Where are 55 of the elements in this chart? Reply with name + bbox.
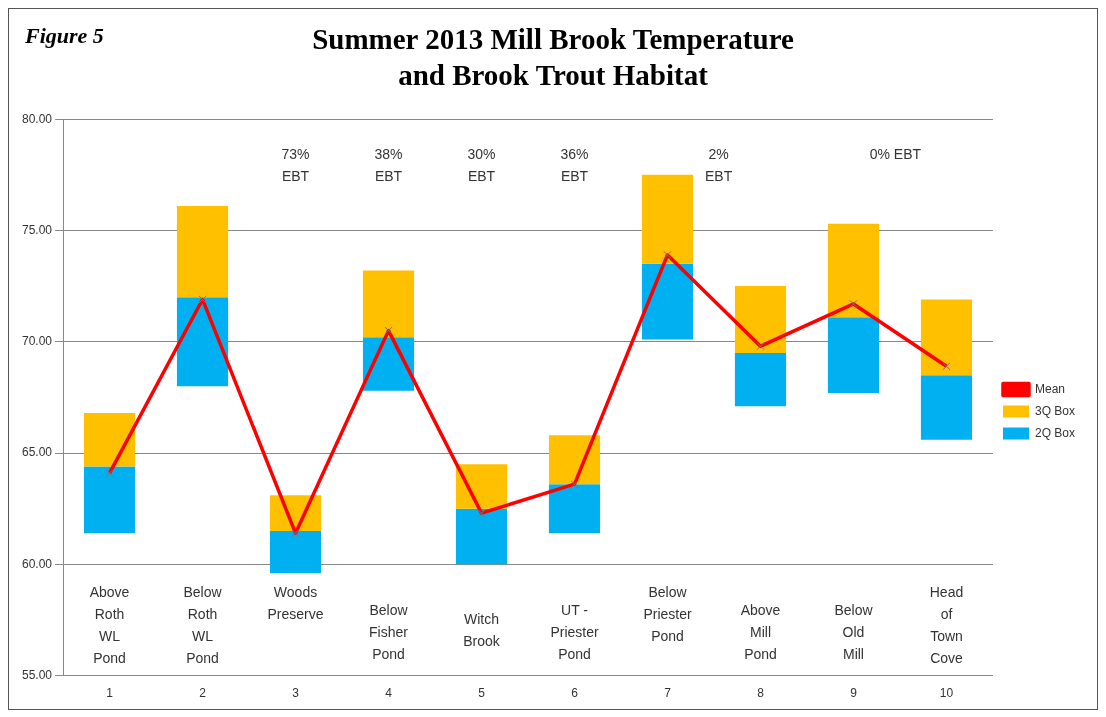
y-tick-label: 80.00 bbox=[22, 111, 53, 126]
x-tick-label: 10 bbox=[939, 686, 954, 701]
bar bbox=[920, 299, 973, 376]
bar bbox=[548, 484, 601, 534]
x-tick-label: 7 bbox=[664, 686, 672, 701]
x-tick-label: 1 bbox=[106, 686, 114, 701]
legend-label: 2Q Box bbox=[1034, 425, 1076, 440]
x-tick-label: 9 bbox=[850, 686, 858, 701]
annotation: Below Priester Pond bbox=[643, 584, 692, 645]
annotation: Above Roth WL Pond bbox=[89, 584, 130, 667]
annotation: Above Mill Pond bbox=[740, 602, 781, 663]
annotation: Below Fisher Pond bbox=[369, 602, 409, 663]
y-tick-label: 75.00 bbox=[22, 222, 53, 237]
caption: Figure 5 bbox=[25, 23, 104, 49]
annotation: Below Old Mill bbox=[834, 602, 874, 663]
bar bbox=[827, 317, 880, 393]
bar bbox=[920, 375, 973, 440]
bar bbox=[176, 206, 229, 298]
bar bbox=[269, 530, 322, 574]
annotation: 0% EBT bbox=[869, 145, 922, 162]
annotation: 73% EBT bbox=[281, 145, 310, 184]
x-tick-label: 5 bbox=[478, 686, 486, 701]
x-tick-label: 2 bbox=[199, 686, 207, 701]
legend-label: Mean bbox=[1034, 381, 1066, 396]
bar bbox=[734, 286, 787, 353]
annotation: UT - Priester Pond bbox=[550, 602, 599, 663]
bar bbox=[455, 508, 508, 565]
x-tick-label: 6 bbox=[571, 686, 579, 701]
annotation: 38% EBT bbox=[374, 145, 403, 184]
y-tick-label: 60.00 bbox=[22, 556, 53, 571]
y-tick-label: 70.00 bbox=[22, 334, 53, 349]
annotation: Woods Preserve bbox=[267, 584, 324, 623]
bar bbox=[83, 412, 136, 467]
bar bbox=[827, 223, 880, 318]
x-tick-label: 3 bbox=[292, 686, 300, 701]
bar bbox=[548, 435, 601, 485]
annotation: 36% EBT bbox=[560, 145, 589, 184]
annotation: Head of Town Cove bbox=[929, 584, 964, 667]
bar bbox=[83, 466, 136, 534]
bar bbox=[176, 297, 229, 387]
bar bbox=[455, 464, 508, 509]
bar bbox=[641, 263, 694, 340]
chart-title: Summer 2013 Mill Brook Temperature and Brook Trout Habitat bbox=[312, 23, 794, 91]
x-tick-label: 8 bbox=[757, 686, 765, 701]
annotation: 2% EBT bbox=[705, 145, 733, 184]
bar bbox=[641, 174, 694, 264]
legend-label: 3Q Box bbox=[1034, 403, 1076, 418]
annotation: Below Roth WL Pond bbox=[183, 584, 223, 667]
annotation: 30% EBT bbox=[467, 145, 496, 184]
bar bbox=[734, 352, 787, 407]
y-tick-label: 55.00 bbox=[22, 667, 53, 682]
bar bbox=[362, 270, 415, 338]
x-tick-label: 4 bbox=[385, 686, 393, 701]
annotation: Witch Brook bbox=[463, 611, 501, 650]
y-tick-label: 65.00 bbox=[22, 445, 53, 460]
